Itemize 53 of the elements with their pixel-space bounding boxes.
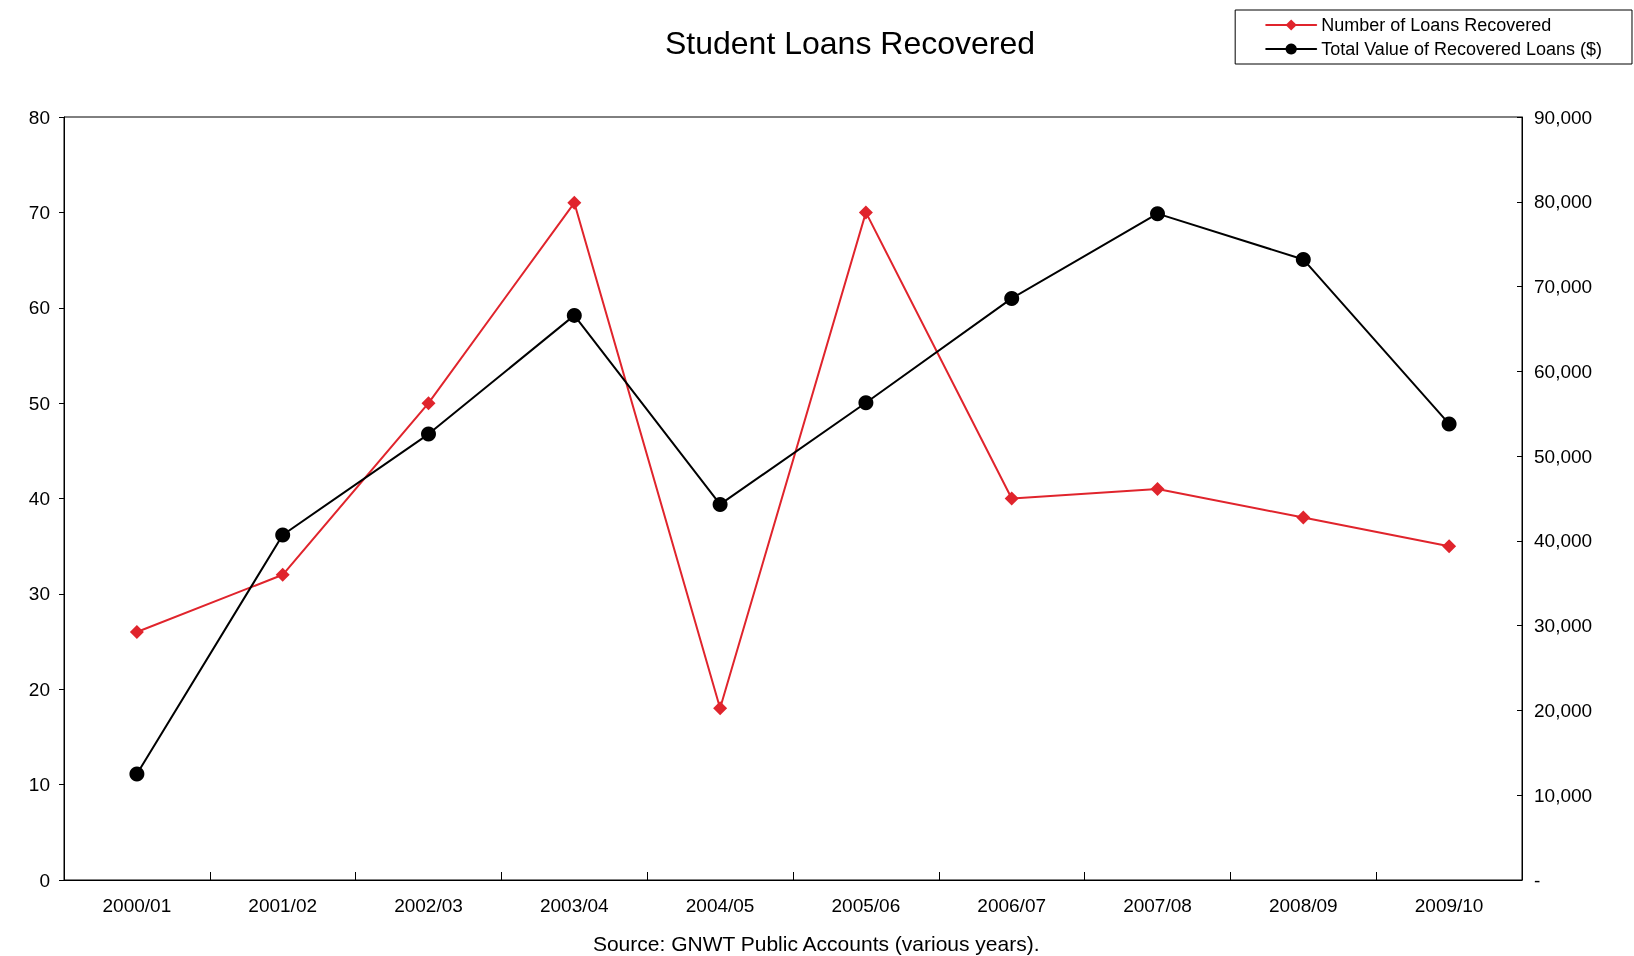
y-tick-label: 40 — [28, 488, 50, 509]
point — [1442, 539, 1457, 554]
y2-tick-label: 10,000 — [1534, 784, 1593, 806]
y2-tick-label: 30,000 — [1534, 615, 1593, 637]
point — [421, 426, 436, 442]
point — [1004, 491, 1019, 506]
legend-label: Number of Loans Recovered — [1321, 15, 1552, 35]
point — [1296, 510, 1311, 525]
y2-tick-label: 50,000 — [1534, 445, 1593, 467]
point — [129, 766, 145, 782]
point — [858, 205, 873, 220]
y-tick-label: 10 — [28, 774, 50, 796]
y2-tick-label: 60,000 — [1534, 360, 1593, 382]
point — [1441, 416, 1457, 432]
point — [712, 496, 728, 512]
y2-tick-label: 90,000 — [1534, 106, 1593, 128]
y-tick-label: 0 — [39, 869, 50, 891]
x-tick-label: 2002/03 — [394, 895, 463, 916]
point — [566, 307, 582, 323]
x-tick-label: 2001/02 — [248, 895, 318, 916]
x-tick-label: 2007/08 — [1123, 895, 1192, 916]
x-tick-label: 2004/05 — [685, 895, 755, 916]
point — [1150, 481, 1165, 496]
point — [421, 396, 436, 411]
point — [1004, 290, 1020, 306]
y2-tick-label: - — [1534, 869, 1541, 891]
y2-tick-label: 40,000 — [1534, 530, 1593, 552]
y2-tick-label: 20,000 — [1534, 699, 1593, 721]
x-tick-label: 2000/01 — [102, 895, 172, 916]
point — [275, 527, 291, 543]
point — [275, 567, 290, 582]
x-tick-label: 2006/07 — [977, 895, 1047, 916]
point — [1295, 251, 1311, 267]
y-tick-label: 30 — [28, 583, 50, 605]
y2-tick-label: 70,000 — [1534, 276, 1593, 298]
chart-title: Student Loans Recovered — [664, 25, 1036, 61]
y-tick-label: 20 — [28, 678, 50, 700]
point — [567, 195, 582, 210]
point — [713, 701, 728, 716]
y-tick-label: 70 — [28, 201, 50, 223]
legend-label: Total Value of Recovered Loans ($) — [1321, 39, 1602, 59]
x-tick-label: 2003/04 — [539, 895, 610, 916]
x-tick-label: 2009/10 — [1414, 895, 1484, 916]
point — [1150, 206, 1165, 222]
point — [858, 395, 874, 411]
y-tick-label: 80 — [28, 106, 50, 128]
x-tick-label: 2008/09 — [1268, 895, 1338, 916]
y2-tick-label: 80,000 — [1534, 191, 1593, 213]
point — [129, 625, 144, 640]
x-tick-label: 2005/06 — [831, 895, 901, 916]
y-tick-label: 50 — [28, 392, 50, 414]
y-tick-label: 60 — [28, 297, 50, 319]
source-note: Source: GNWT Public Accounts (various years). — [592, 932, 1040, 955]
